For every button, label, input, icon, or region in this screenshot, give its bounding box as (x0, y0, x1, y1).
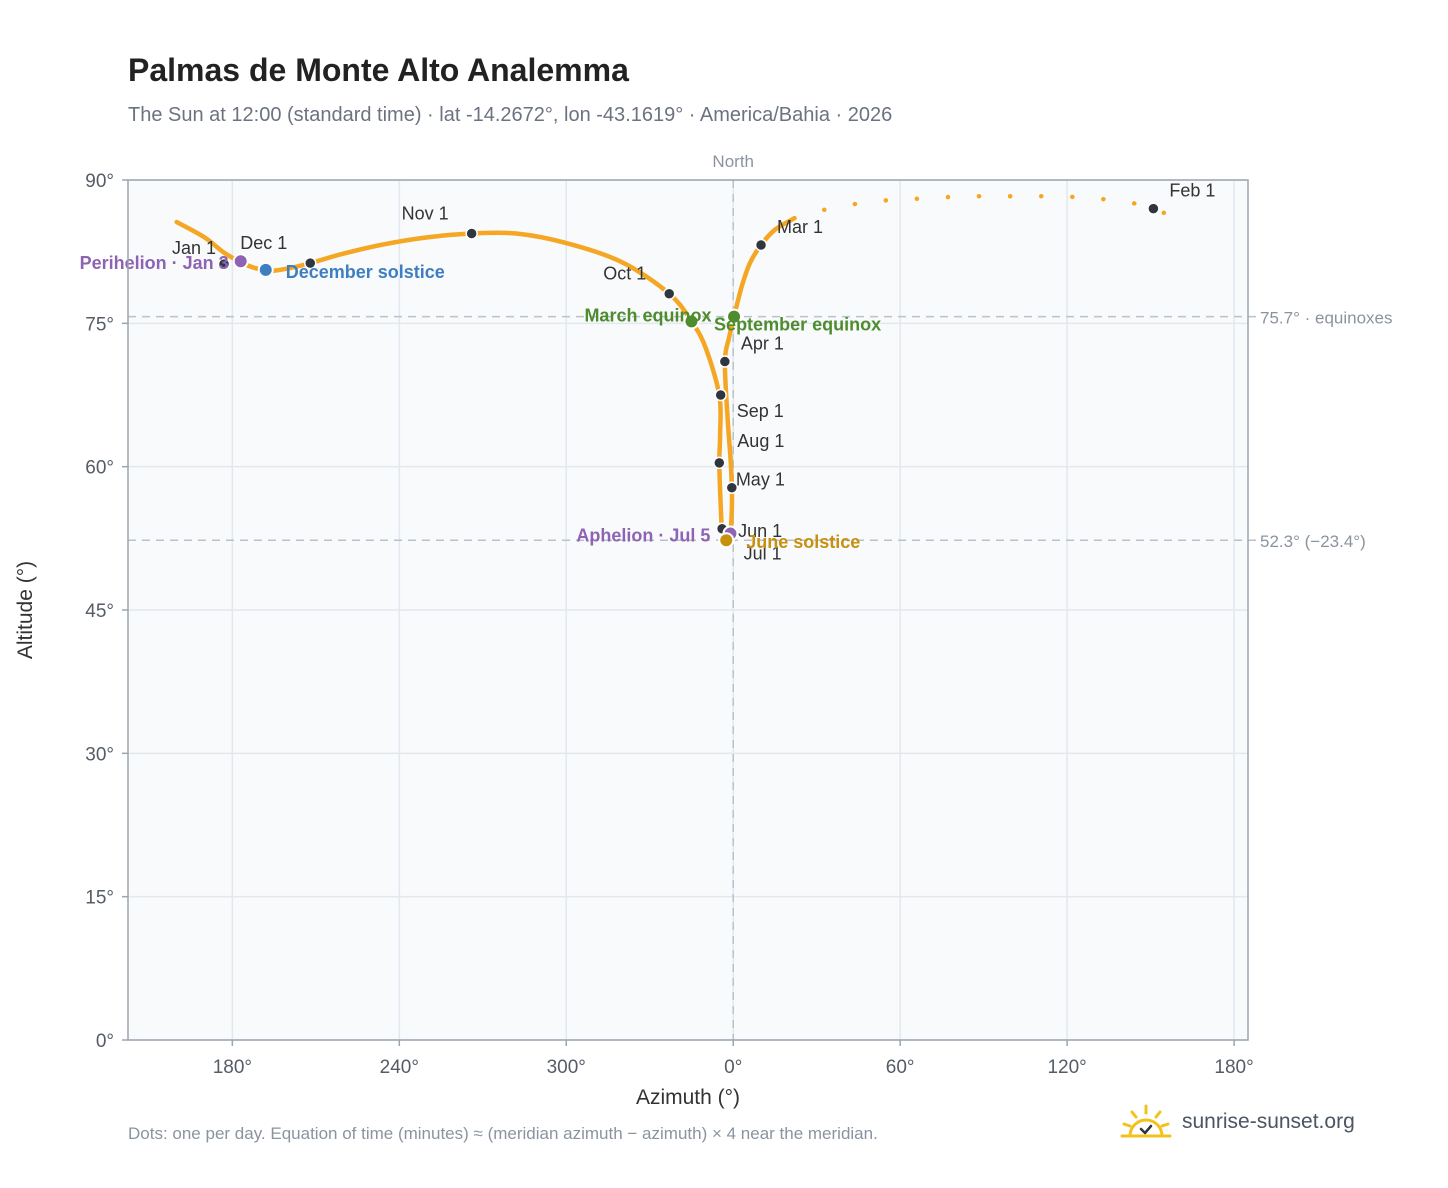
month-label: Oct 1 (603, 264, 646, 284)
grid (128, 179, 1248, 1041)
brand-name: sunrise-sunset.org (1182, 1110, 1355, 1133)
december-solstice-label: December solstice (286, 262, 445, 282)
y-tick-label: 0° (96, 1031, 114, 1052)
analemma-path-solid (174, 215, 797, 544)
y-axis-title: Altitude (°) (14, 561, 37, 659)
december-solstice-point (257, 261, 274, 278)
equinox-label: March equinox (584, 305, 711, 325)
y-tick-label: 45° (85, 601, 114, 622)
perihelion-point (232, 253, 249, 270)
month-label: Nov 1 (402, 204, 449, 224)
x-axis-ticks: 180° 240° 300° 0° 60° 120° 180° (213, 1040, 1254, 1078)
month-label: Dec 1 (240, 233, 287, 253)
month-point (714, 388, 727, 402)
analemma-path-dotted (792, 193, 1181, 223)
perihelion-label: Perihelion · Jan 3 (80, 253, 229, 273)
event-points: Perihelion · Jan 3 December solstice March… (80, 253, 881, 552)
y-axis-ticks: 0° 15° 30° 45° 60° 75° 90° (85, 171, 128, 1052)
y-tick-label: 15° (85, 888, 114, 909)
y-tick-label: 90° (85, 171, 114, 192)
reference-line-label: 52.3° (−23.4°) (1260, 532, 1366, 551)
x-tick-label: 180° (1214, 1057, 1253, 1078)
june-solstice-point (718, 532, 735, 549)
month-label: Jun 1 (738, 521, 782, 541)
equinox-point (726, 308, 743, 325)
june-solstice-label: June solstice (746, 532, 860, 552)
month-label: Apr 1 (741, 334, 784, 354)
x-tick-label: 120° (1047, 1057, 1086, 1078)
x-tick-label: 180° (213, 1057, 252, 1078)
chart-subtitle: The Sun at 12:00 (standard time) · lat -… (128, 104, 893, 126)
month-point (304, 256, 317, 270)
x-tick-label: 60° (886, 1057, 915, 1078)
sun-logo-icon (1120, 1104, 1172, 1138)
y-tick-label: 60° (85, 458, 114, 479)
month-label: Jan 1 (172, 238, 216, 258)
brand[interactable]: sunrise-sunset.org (1120, 1102, 1355, 1142)
footnote: Dots: one per day. Equation of time (min… (128, 1124, 878, 1143)
x-tick-label: 240° (380, 1057, 419, 1078)
month-point (725, 481, 739, 494)
month-label: Jul 1 (744, 543, 782, 563)
x-tick-label: 0° (724, 1057, 742, 1078)
meridian-label: North (712, 152, 754, 171)
month-label: May 1 (736, 470, 785, 490)
y-tick-label: 30° (85, 744, 114, 765)
month-point (217, 257, 231, 271)
month-point (1147, 202, 1160, 215)
x-axis-title: Azimuth (°) (636, 1086, 740, 1109)
x-tick-label: 300° (547, 1057, 586, 1078)
chart-title: Palmas de Monte Alto Analemma (128, 52, 629, 88)
month-label: Feb 1 (1169, 181, 1215, 201)
reference-line-label: 75.7° · equinoxes (1260, 309, 1393, 328)
month-point (662, 287, 676, 300)
analemma-path (174, 193, 1181, 544)
month-point (718, 355, 732, 368)
equinox-point (683, 313, 700, 330)
month-point (465, 227, 478, 240)
month-point (754, 238, 768, 252)
month-label: Mar 1 (777, 217, 823, 237)
equinox-label: September equinox (714, 315, 881, 335)
month-point (713, 456, 726, 470)
aphelion-label: Aphelion · Jul 5 (576, 526, 710, 546)
y-tick-label: 75° (85, 314, 114, 335)
month-label: Sep 1 (737, 401, 784, 421)
month-label: Aug 1 (737, 431, 784, 451)
reference-lines: 75.7° · equinoxes 52.3° (−23.4°) (128, 309, 1393, 551)
